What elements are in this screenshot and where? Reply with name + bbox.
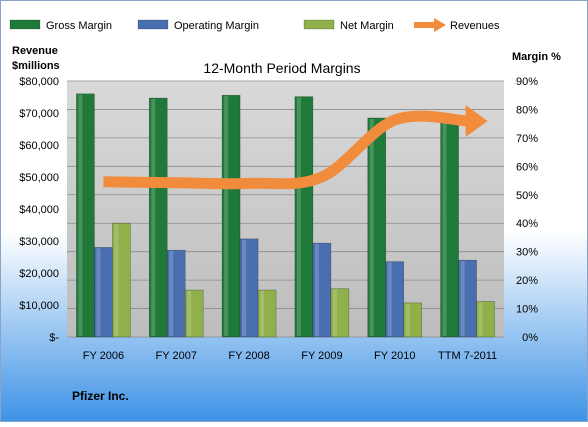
bar-net-margin [330,288,350,338]
x-tick-label: FY 2008 [228,350,269,362]
bar-highlight [187,291,192,336]
gridlines [67,80,504,338]
x-tick-label: TTM 7-2011 [438,350,497,362]
bar-highlight [260,291,265,336]
x-tick-label: FY 2009 [301,350,342,362]
plot-area [67,81,504,337]
y-right-tick-label: 30% [516,247,538,259]
y-right-tick-label: 20% [516,275,538,287]
x-tick-label: FY 2006 [83,350,124,362]
bar-highlight [460,261,465,336]
bar-highlight [96,248,101,336]
bar-net-margin [184,289,204,338]
axes: $- $10,000 $20,000 $30,000 $40,000 $50,000 $60… [19,76,538,362]
legend-item: Revenues [414,18,500,32]
bar-gross-margin [76,93,95,338]
bar-highlight [405,303,410,336]
legend: Gross Margin Operating Margin Net Margin Re… [9,18,500,32]
y-left-tick-label: $70,000 [19,108,59,120]
bar-highlight [78,94,83,336]
bar-highlight [369,118,374,336]
bar-gross-margin [148,97,168,338]
legend-swatch [9,19,41,30]
bar-highlight [296,97,301,337]
y-right-tick-label: 0% [522,332,538,344]
bar-highlight [169,251,174,336]
legend-item: Operating Margin [137,19,259,32]
y-right-tick-label: 70% [516,133,538,145]
y-right-tick-label: 50% [516,190,538,202]
y-right-axis-label: Margin % [512,51,561,63]
legend-label: Operating Margin [174,20,259,32]
y-left-tick-label: $10,000 [19,300,59,312]
y-left-tick-label: $80,000 [19,76,59,88]
bar-highlight [242,239,247,336]
legend-label: Revenues [450,20,500,32]
y-right-tick-label: 90% [516,76,538,88]
bar-gross-margin [367,117,387,338]
revenues-arrowhead [465,105,488,137]
y-left-tick-label: $30,000 [19,236,59,248]
y-left-axis-label-line2: $millions [12,60,60,72]
legend-swatch [303,19,335,30]
company-name: Pfizer Inc. [72,389,129,403]
chart-title: 12-Month Period Margins [203,60,360,76]
bar-net-margin [403,302,423,338]
legend-label: Gross Margin [46,20,112,32]
bar-net-margin [476,301,495,338]
revenues-line [103,110,468,190]
bar-gross-margin [294,96,314,338]
bar-operating-margin [458,259,477,338]
y-left-tick-label: $60,000 [19,140,59,152]
revenue-line [103,105,488,190]
bar-highlight [478,302,483,336]
bar-highlight [224,96,229,336]
y-left-tick-label: $50,000 [19,172,59,184]
legend-label: Net Margin [340,20,394,32]
y-left-axis-label-line1: Revenue [12,45,58,57]
bar-operating-margin [385,261,405,338]
bar-highlight [314,244,319,336]
y-left-tick-label: $- [49,332,59,344]
y-right-tick-label: 10% [516,304,538,316]
bars [76,93,495,338]
y-right-tick-label: 40% [516,218,538,230]
bar-net-margin [112,222,131,338]
bar-gross-margin [221,94,241,338]
bar-net-margin [257,289,277,338]
y-left-tick-label: $20,000 [19,268,59,280]
legend-swatch [137,19,169,30]
bar-highlight [151,99,156,336]
bar-highlight [442,117,447,336]
legend-item: Gross Margin [9,19,112,32]
bar-highlight [387,262,392,336]
x-tick-label: FY 2007 [156,350,197,362]
bar-highlight [332,289,337,336]
legend-item: Net Margin [303,19,394,32]
x-tick-label: FY 2010 [374,350,415,362]
y-left-tick-label: $40,000 [19,204,59,216]
y-right-tick-label: 60% [516,161,538,173]
bar-operating-margin [239,238,259,338]
bar-highlight [114,224,119,336]
legend-arrow [434,18,446,32]
y-right-tick-label: 80% [516,104,538,116]
